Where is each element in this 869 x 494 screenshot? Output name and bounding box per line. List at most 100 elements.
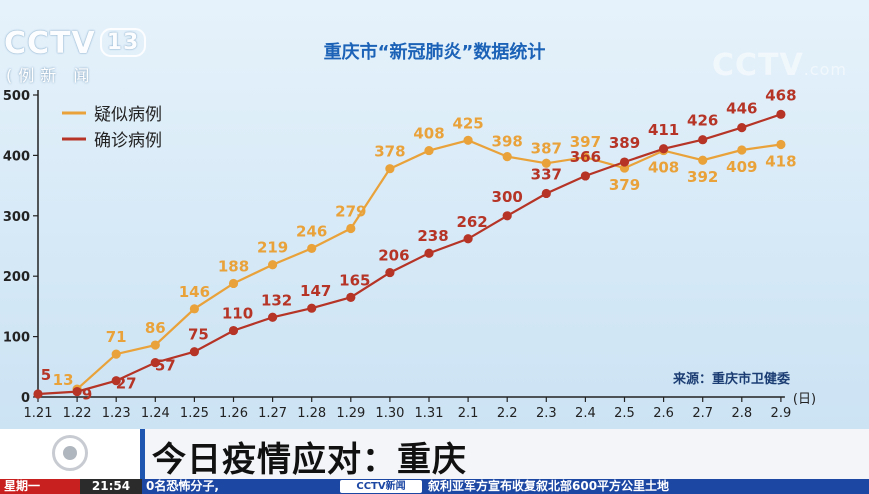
data-label: 426 <box>687 112 718 130</box>
chart-title: 重庆市“新冠肺炎”数据统计 <box>323 42 546 63</box>
data-point <box>268 260 278 270</box>
banner-emblem <box>0 429 140 479</box>
data-point <box>541 158 551 168</box>
data-point <box>659 144 669 154</box>
x-axis-label: (日) <box>793 392 816 407</box>
data-label: 397 <box>570 133 601 151</box>
x-tick-label: 2.6 <box>653 406 674 421</box>
data-label: 206 <box>378 247 409 265</box>
data-point <box>737 123 747 133</box>
data-point <box>776 139 786 150</box>
data-label: 147 <box>300 282 331 300</box>
data-label: 27 <box>116 375 137 393</box>
x-tick-label: 1.21 <box>24 406 53 421</box>
data-label: 165 <box>339 271 370 289</box>
data-label: 418 <box>765 153 796 171</box>
data-point <box>346 223 356 234</box>
data-point <box>619 157 630 167</box>
data-label: 57 <box>155 357 176 375</box>
data-label: 392 <box>687 168 718 186</box>
x-tick-label: 1.26 <box>219 406 248 421</box>
y-tick-label: 500 <box>3 89 30 104</box>
data-label: 337 <box>531 165 562 183</box>
channel-name: (例新 闻 <box>6 66 96 85</box>
data-label: 411 <box>648 121 679 139</box>
data-point <box>698 135 708 145</box>
data-point <box>737 145 747 155</box>
data-point <box>189 304 199 314</box>
data-label: 75 <box>188 326 209 344</box>
channel-number: 13 <box>99 28 147 57</box>
data-label: 279 <box>335 202 366 220</box>
data-point <box>541 188 551 199</box>
data-label: 9 <box>82 386 92 404</box>
data-label: 408 <box>648 159 679 177</box>
x-tick-label: 1.31 <box>415 406 444 421</box>
data-label: 398 <box>492 133 523 151</box>
x-tick-label: 2.5 <box>614 406 635 421</box>
y-tick-label: 200 <box>3 270 30 285</box>
data-label: 378 <box>374 143 405 161</box>
data-point <box>72 386 82 397</box>
ticker-logo: CCTV新闻 <box>340 480 422 493</box>
y-tick-label: 0 <box>21 391 30 406</box>
data-point <box>307 243 317 254</box>
legend-label: 确诊病例 <box>94 131 162 151</box>
data-label: 468 <box>765 86 796 104</box>
x-tick-label: 1.27 <box>258 406 287 421</box>
x-tick-label: 1.28 <box>297 406 326 421</box>
data-label: 409 <box>726 158 757 176</box>
data-label: 408 <box>413 125 444 143</box>
data-point <box>580 152 591 162</box>
ticker-time: 21:54 <box>80 479 142 494</box>
x-tick-label: 2.8 <box>731 406 752 421</box>
x-tick-label: 2.1 <box>458 406 479 421</box>
data-label: 238 <box>417 227 448 245</box>
data-point <box>150 357 160 368</box>
data-point <box>268 312 278 322</box>
data-point <box>111 349 121 359</box>
data-label: 132 <box>261 291 292 309</box>
x-tick-label: 2.4 <box>575 406 596 421</box>
data-label: 246 <box>296 222 327 240</box>
data-label: 86 <box>145 319 166 337</box>
ticker-text-left: 0名恐怖分子, <box>146 479 219 493</box>
x-tick-label: 1.24 <box>141 406 170 421</box>
banner-divider <box>140 429 145 479</box>
series-line <box>76 139 782 390</box>
ticker-day: 星期一 <box>0 479 80 494</box>
cctv-logo: CCTV 13 <box>4 26 147 61</box>
cctv-watermark-text: CCTV <box>712 48 804 83</box>
ticker-text-right: 叙利亚军方宣布收复叙北部600平方公里土地 <box>428 479 670 493</box>
data-point <box>385 267 395 278</box>
data-point <box>463 234 473 244</box>
data-label: 300 <box>492 188 523 206</box>
data-label: 425 <box>452 114 483 132</box>
x-tick-label: 2.7 <box>692 406 713 421</box>
series-line <box>37 113 782 396</box>
data-label: 110 <box>222 305 253 323</box>
data-point <box>228 278 239 289</box>
data-point <box>228 325 239 336</box>
cctv-watermark-suffix: .com <box>803 60 847 79</box>
data-label: 146 <box>179 283 210 301</box>
data-point <box>385 164 395 174</box>
x-tick-label: 1.25 <box>180 406 209 421</box>
data-point <box>502 152 512 162</box>
data-point <box>776 109 786 119</box>
data-label: 379 <box>609 176 640 194</box>
data-point <box>189 347 199 357</box>
x-tick-label: 1.22 <box>63 406 92 421</box>
cctv-logo-text: CCTV <box>4 26 96 61</box>
cctv-watermark: CCTV.com <box>712 48 847 83</box>
data-point <box>150 340 160 350</box>
y-tick-label: 100 <box>3 331 30 346</box>
banner-headline: 今日疫情应对：重庆 <box>152 440 467 480</box>
data-point <box>698 155 708 165</box>
data-point <box>463 135 473 145</box>
data-label: 219 <box>257 239 288 257</box>
legend-label: 疑似病例 <box>94 105 162 125</box>
data-point <box>111 376 121 386</box>
